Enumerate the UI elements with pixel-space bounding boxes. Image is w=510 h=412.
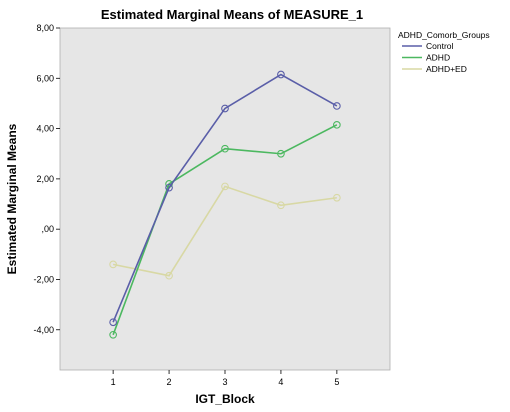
data-point: [277, 70, 285, 79]
x-tick-label: 4: [278, 377, 283, 387]
data-point: [333, 120, 341, 129]
chart-title: Estimated Marginal Means of MEASURE_1: [101, 7, 363, 22]
legend-label: Control: [426, 41, 454, 51]
x-tick-label: 2: [167, 377, 172, 387]
legend-label: ADHD: [426, 53, 450, 63]
data-point: [109, 260, 117, 269]
series-line: [112, 73, 338, 323]
data-point: [221, 144, 229, 153]
legend-label: ADHD+ED: [426, 64, 467, 74]
y-tick-label: 6,00: [36, 73, 54, 83]
y-axis-label: Estimated Marginal Means: [5, 123, 19, 274]
data-point: [165, 183, 173, 192]
series-control: [109, 70, 341, 327]
series-line: [112, 185, 337, 277]
y-axis: -4,00 -2,00 ,00 2,00 4,00 6,00 8,00: [33, 23, 60, 335]
series-adhd-ed: [109, 182, 341, 280]
x-tick-label: 3: [222, 377, 227, 387]
y-tick-label: 8,00: [36, 23, 54, 33]
y-tick-label: -2,00: [33, 274, 54, 284]
x-axis-label: IGT_Block: [195, 392, 255, 406]
y-tick-label: ,00: [41, 224, 54, 234]
series-layer: [109, 70, 341, 339]
x-tick-label: 1: [111, 377, 116, 387]
x-axis: 1 2 3 4 5: [111, 370, 339, 387]
plot-area: [59, 27, 391, 371]
data-point: [277, 201, 285, 210]
legend-title: ADHD_Comorb_Groups: [398, 30, 490, 40]
y-tick-label: 2,00: [36, 174, 54, 184]
data-point: [277, 149, 285, 158]
y-tick-label: 4,00: [36, 124, 54, 134]
data-point: [333, 102, 341, 110]
data-point: [221, 182, 229, 191]
data-point: [333, 193, 341, 202]
data-point: [109, 330, 117, 339]
y-tick-label: -4,00: [33, 325, 54, 335]
data-point: [109, 318, 117, 327]
data-point: [165, 271, 173, 280]
data-point: [221, 104, 229, 113]
x-tick-label: 5: [334, 377, 339, 387]
